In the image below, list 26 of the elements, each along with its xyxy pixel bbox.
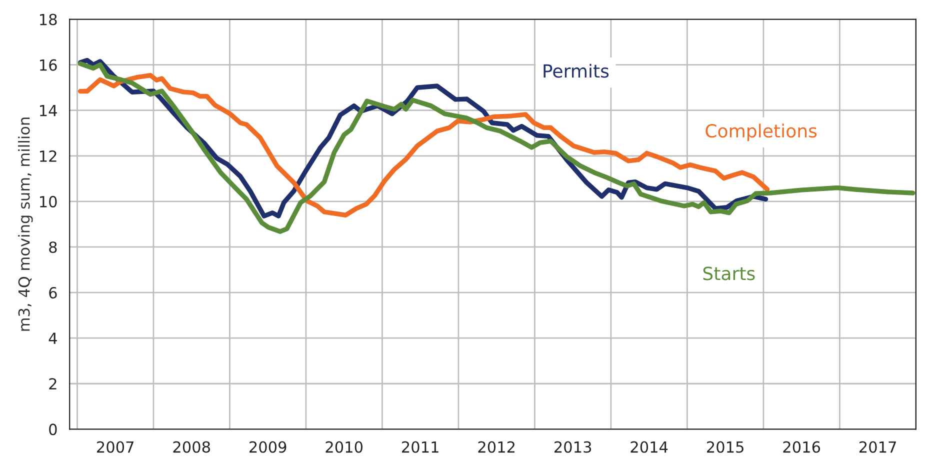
x-tick-label: 2008 <box>173 441 210 453</box>
x-tick-label: 2010 <box>326 441 363 453</box>
x-tick-label: 2016 <box>783 441 820 453</box>
y-tick-label: 8 <box>49 241 57 254</box>
x-tick-label: 2007 <box>97 441 134 453</box>
y-tick-label: 4 <box>48 332 57 344</box>
y-tick-label: 18 <box>40 14 57 26</box>
series-label: Completions <box>706 124 817 142</box>
x-tick-label: 2012 <box>478 441 514 453</box>
y-tick-label: 16 <box>40 59 57 71</box>
y-axis-title: m3, 4Q moving sum, million <box>18 118 33 331</box>
x-tick-label: 2011 <box>402 441 438 453</box>
line-series <box>78 61 916 234</box>
x-tick-label: 2009 <box>250 441 286 453</box>
y-tick-label: 14 <box>40 105 57 116</box>
text: Starts <box>703 266 755 280</box>
y-tick-label: 0 <box>49 424 57 436</box>
y-tick-label: 2 <box>49 378 56 390</box>
x-tick-label: 2017 <box>859 441 896 453</box>
text: Permits <box>544 64 609 78</box>
x-tick-label: 2013 <box>554 441 592 453</box>
x-tick-label: 2015 <box>707 441 744 453</box>
y-tick-label: 6 <box>49 287 57 299</box>
x-tick-label: 2014 <box>630 441 668 453</box>
y-tick-label: 10 <box>40 196 57 208</box>
y-tick-label: 12 <box>40 150 56 162</box>
